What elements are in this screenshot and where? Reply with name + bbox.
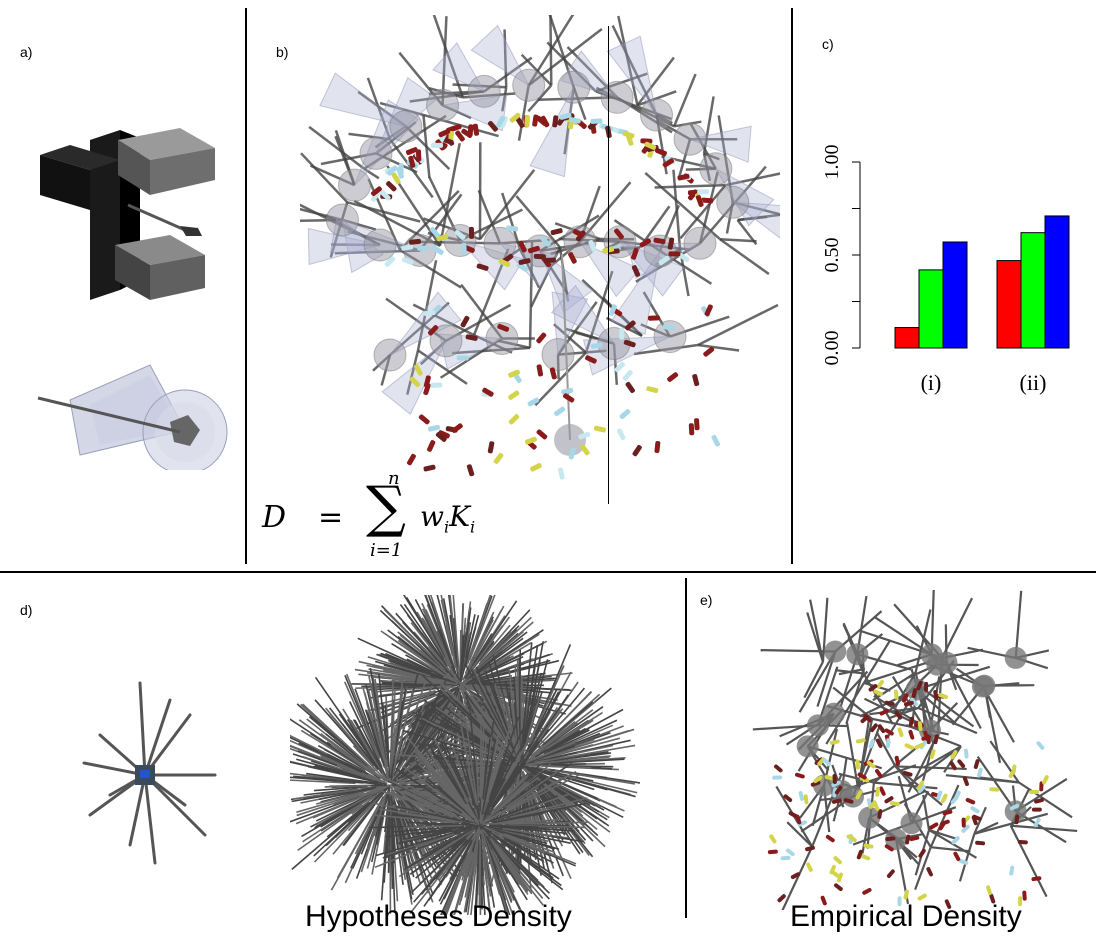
panel-label-b: b) <box>276 44 289 60</box>
bar <box>918 269 944 349</box>
panel-a-block-figure <box>40 128 215 300</box>
panel-b-cut-line <box>608 26 609 504</box>
panel-e-empirical-render <box>752 590 1078 910</box>
sum-symbol: ∑ <box>366 475 406 540</box>
x-category-label: (ii) <box>1020 370 1047 395</box>
panel-a-cone-glyph <box>37 364 228 470</box>
equation-sum-bottom: i=1 <box>370 540 403 561</box>
panel-d-small-glyph <box>82 681 217 865</box>
equation-sum-top: n <box>388 468 400 489</box>
bar <box>894 327 920 349</box>
panel-b-density-render <box>300 15 780 480</box>
hypotheses-density-caption: Hypotheses Density <box>305 900 572 933</box>
divider-b-c <box>791 8 793 564</box>
divider-a-b <box>245 8 247 564</box>
empirical-density-caption: Empirical Density <box>790 900 1022 933</box>
divider-horizontal <box>0 571 1096 573</box>
divider-d-e <box>685 578 687 918</box>
bar <box>996 260 1022 349</box>
panel-label-c: c) <box>822 36 834 52</box>
y-tick-label: 0.50 <box>821 238 843 273</box>
y-tick-label: 1.00 <box>821 145 843 180</box>
bar <box>942 241 968 349</box>
bar <box>1044 215 1070 349</box>
bar-chart: 0.00 0.50 1.00 (i) (ii) <box>821 145 1070 395</box>
x-category-label: (i) <box>921 370 942 395</box>
y-tick-label: 0.00 <box>821 331 843 366</box>
equation-equals: = <box>318 500 344 535</box>
panel-d-hypotheses-cloud <box>290 595 640 915</box>
equation-term: wiKi <box>420 500 476 537</box>
panel-label-d: d) <box>20 602 33 618</box>
panel-label-e: e) <box>700 592 713 608</box>
equation-lhs: D <box>262 500 287 535</box>
bar <box>1020 232 1046 349</box>
panel-label-a: a) <box>20 44 33 60</box>
